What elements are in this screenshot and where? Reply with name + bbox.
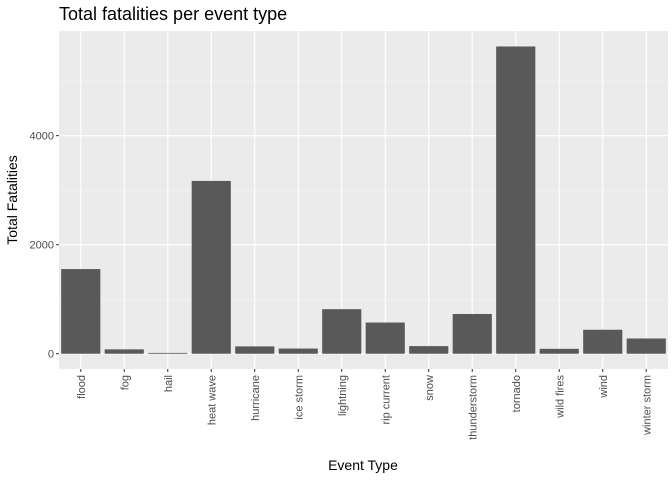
bar-heat-wave <box>191 180 231 354</box>
bar-flood <box>61 269 101 354</box>
bar-tornado <box>496 46 536 354</box>
bar-ice-storm <box>278 348 318 354</box>
bar-snow <box>409 346 449 354</box>
y-tick-label: 2000 <box>30 240 54 252</box>
y-tick-label: 4000 <box>30 131 54 143</box>
bars <box>61 46 666 354</box>
bar-hail <box>148 352 188 354</box>
x-tick-label: lightning <box>337 375 349 416</box>
bar-winter-storm <box>626 338 666 354</box>
bar-wild-fires <box>539 348 579 354</box>
y-axis: 0 2000 4000 <box>30 131 59 361</box>
major-gridlines <box>59 31 668 369</box>
bar-thunderstorm <box>452 313 492 354</box>
x-tick-label: wild fires <box>554 375 566 419</box>
x-tick-label: snow <box>424 375 436 401</box>
x-tick-label: wind <box>598 375 610 399</box>
y-tick-label: 0 <box>48 349 54 361</box>
x-tick-label: fog <box>119 375 131 390</box>
bar-fog <box>104 349 144 354</box>
x-axis: flood fog hail heat wave hurricane ice storm l… <box>76 369 653 440</box>
minor-gridlines <box>59 80 668 300</box>
x-tick-label: thunderstorm <box>467 375 479 440</box>
x-tick-label: rip current <box>380 375 392 425</box>
x-tick-label: heat wave <box>206 375 218 425</box>
x-tick-label: winter storm <box>641 375 653 436</box>
x-axis-title: Event Type <box>328 457 398 473</box>
plot-panel <box>59 31 668 369</box>
x-tick-label: ice storm <box>293 375 305 420</box>
bar-rip-current <box>365 322 405 354</box>
bar-hurricane <box>235 346 275 354</box>
x-tick-label: tornado <box>511 375 523 412</box>
x-tick-label: flood <box>76 375 88 399</box>
x-tick-label: hail <box>163 375 175 392</box>
x-tick-label: hurricane <box>250 375 262 421</box>
chart-title: Total fatalities per event type <box>59 4 287 24</box>
bar-lightning <box>322 309 362 354</box>
bar-wind <box>583 329 623 354</box>
y-axis-title: Total Fatalities <box>4 155 20 244</box>
